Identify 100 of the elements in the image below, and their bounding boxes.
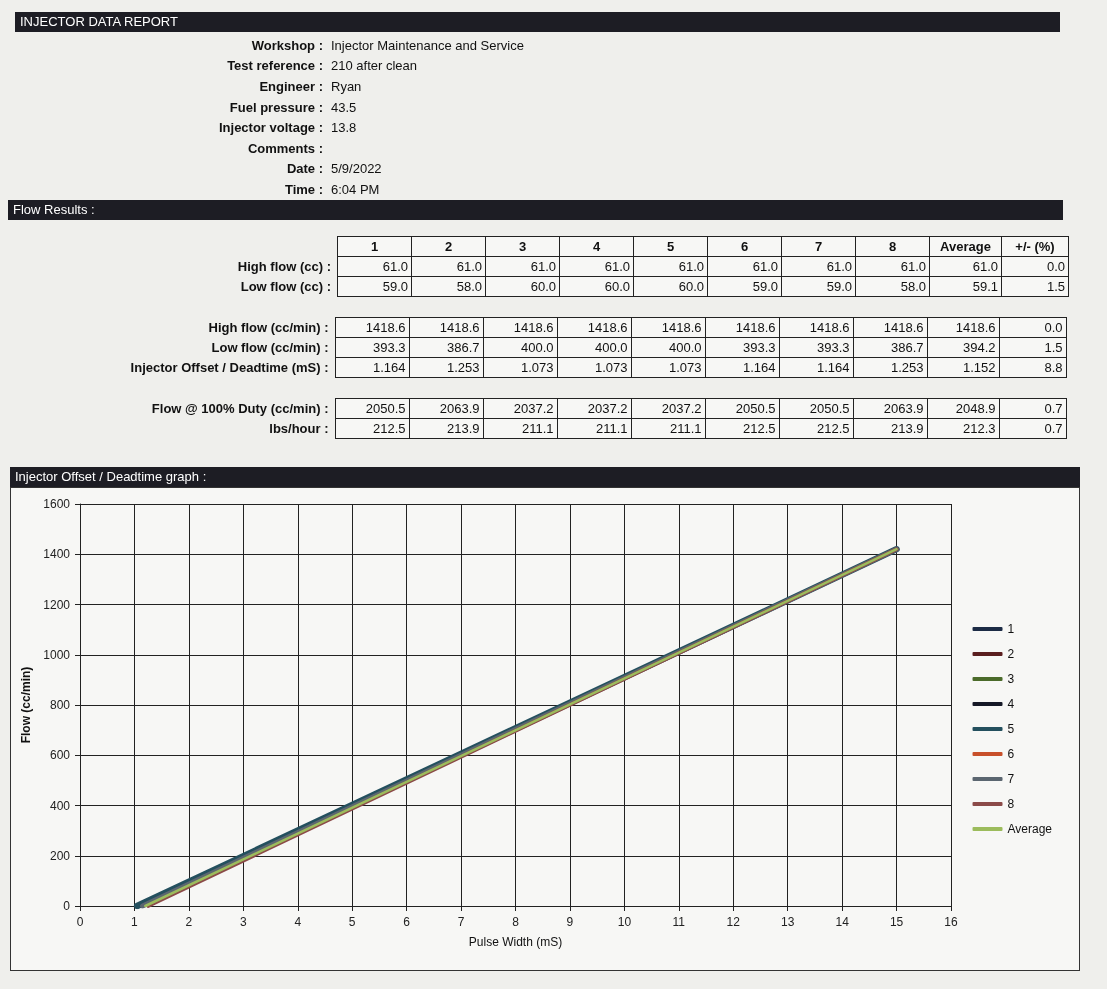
data-label: 58.0 — [855, 276, 930, 297]
data-label: 2050.5 — [779, 398, 853, 419]
text: 210 after clean — [331, 58, 418, 74]
data-label: 1418.6 — [335, 317, 409, 338]
x-tick-label: 5 — [348, 914, 356, 929]
legend-label: 2 — [1007, 646, 1015, 661]
text: Ryan — [331, 78, 362, 94]
y-tick-label: 1200 — [43, 597, 71, 612]
data-label: 2037.2 — [557, 398, 631, 419]
data-label: 2063.9 — [409, 398, 483, 419]
data-label: 61.0 — [707, 256, 782, 277]
data-label: 393.3 — [335, 337, 409, 358]
y-tick-label: 200 — [49, 848, 71, 863]
data-label: 61.0 — [781, 256, 856, 277]
y-axis-title: Flow (cc/min) — [19, 666, 34, 744]
data-label: 2037.2 — [631, 398, 705, 419]
x-tick-label: 7 — [781, 236, 856, 257]
legend-label: 5 — [1007, 721, 1015, 736]
x-tick-label: 14 — [835, 914, 850, 929]
data-label: 212.5 — [779, 418, 853, 439]
data-label: 61.0 — [633, 256, 708, 277]
x-tick-label: 1 — [131, 914, 139, 929]
data-label: 1.164 — [779, 357, 853, 378]
data-label: 59.0 — [781, 276, 856, 297]
data-label: 400.0 — [483, 337, 557, 358]
data-label: 1.073 — [483, 357, 557, 378]
data-label: 400.0 — [631, 337, 705, 358]
y-tick-label: 800 — [49, 697, 71, 712]
data-label: 1418.6 — [705, 317, 779, 338]
data-label: 59.1 — [929, 276, 1002, 297]
x-tick-label: 0 — [76, 914, 84, 929]
x-tick-label: 2 — [185, 914, 193, 929]
data-label: 393.3 — [705, 337, 779, 358]
legend-label: 6 — [1007, 746, 1015, 761]
x-tick-label: 3 — [485, 236, 560, 257]
y-tick-label: 1000 — [43, 647, 71, 662]
data-label: 2050.5 — [705, 398, 779, 419]
legend-label: 8 — [1007, 796, 1015, 811]
data-label: 1418.6 — [927, 317, 999, 338]
data-label: 212.5 — [705, 418, 779, 439]
data-label: 393.3 — [779, 337, 853, 358]
category-label: Workshop : — [251, 37, 323, 53]
x-tick-label: 4 — [294, 914, 302, 929]
x-tick-label: 7 — [457, 914, 465, 929]
data-label: 61.0 — [485, 256, 560, 277]
y-tick-label: Low flow (cc/min) : — [210, 338, 330, 357]
data-label: 1418.6 — [853, 317, 927, 338]
x-tick-label: 2 — [411, 236, 486, 257]
y-tick-label: 0 — [63, 898, 71, 913]
legend-label: Average — [1007, 821, 1053, 836]
y-tick-label: Low flow (cc) : — [239, 277, 332, 296]
y-tick-label: 1400 — [43, 547, 71, 561]
y-tick-label: 1600 — [43, 496, 71, 511]
data-label: 1418.6 — [557, 317, 631, 338]
data-label: 60.0 — [485, 276, 560, 297]
x-tick-label: 4 — [559, 236, 634, 257]
data-label: 213.9 — [853, 418, 927, 439]
legend-label: 7 — [1007, 771, 1015, 786]
data-label: 61.0 — [411, 256, 486, 277]
data-label: 8.8 — [999, 357, 1066, 378]
x-tick-label: 11 — [672, 914, 686, 929]
category-label: Date : — [286, 161, 323, 177]
data-label: 1418.6 — [631, 317, 705, 338]
x-tick-label: +/- (%) — [1001, 236, 1069, 257]
y-tick-label: Flow @ 100% Duty (cc/min) : — [150, 399, 330, 418]
data-label: 2048.9 — [927, 398, 999, 419]
text: 43.5 — [331, 99, 357, 115]
x-tick-label: 3 — [239, 914, 247, 929]
data-label: 61.0 — [559, 256, 634, 277]
category-label: Test reference : — [227, 58, 323, 74]
data-label: 1.073 — [631, 357, 705, 378]
y-tick-label: 400 — [49, 798, 71, 813]
category-label: Engineer : — [259, 78, 323, 94]
data-label: 59.0 — [707, 276, 782, 297]
data-label: 1.073 — [557, 357, 631, 378]
data-label: 2063.9 — [853, 398, 927, 419]
y-tick-label: Injector Offset / Deadtime (mS) : — [129, 358, 330, 377]
y-tick-label: lbs/hour : — [268, 419, 330, 438]
data-label: 60.0 — [559, 276, 634, 297]
y-tick-label: High flow (cc) : — [236, 257, 332, 276]
chart-title: Injector Offset / Deadtime graph : — [10, 466, 1080, 487]
y-tick-label: High flow (cc/min) : — [207, 318, 330, 337]
x-tick-label: 6 — [707, 236, 782, 257]
data-label: 61.0 — [929, 256, 1002, 277]
x-tick-label: 16 — [944, 914, 958, 929]
category-label: Comments : — [247, 140, 323, 156]
x-tick-label: Average — [929, 236, 1002, 257]
data-label: 1418.6 — [779, 317, 853, 338]
data-label: 0.0 — [999, 317, 1066, 338]
x-tick-label: 6 — [403, 914, 411, 929]
legend-label: 4 — [1007, 696, 1015, 711]
text: Flow Results : — [8, 199, 1063, 220]
y-tick-label: 600 — [49, 748, 71, 762]
data-label: 2037.2 — [483, 398, 557, 419]
x-tick-label: 8 — [512, 914, 520, 929]
data-label: 59.0 — [337, 276, 412, 297]
x-axis-title: Pulse Width (mS) — [468, 934, 563, 949]
data-label: 60.0 — [633, 276, 708, 297]
data-label: 212.3 — [927, 418, 999, 439]
text: INJECTOR DATA REPORT — [15, 12, 1060, 32]
